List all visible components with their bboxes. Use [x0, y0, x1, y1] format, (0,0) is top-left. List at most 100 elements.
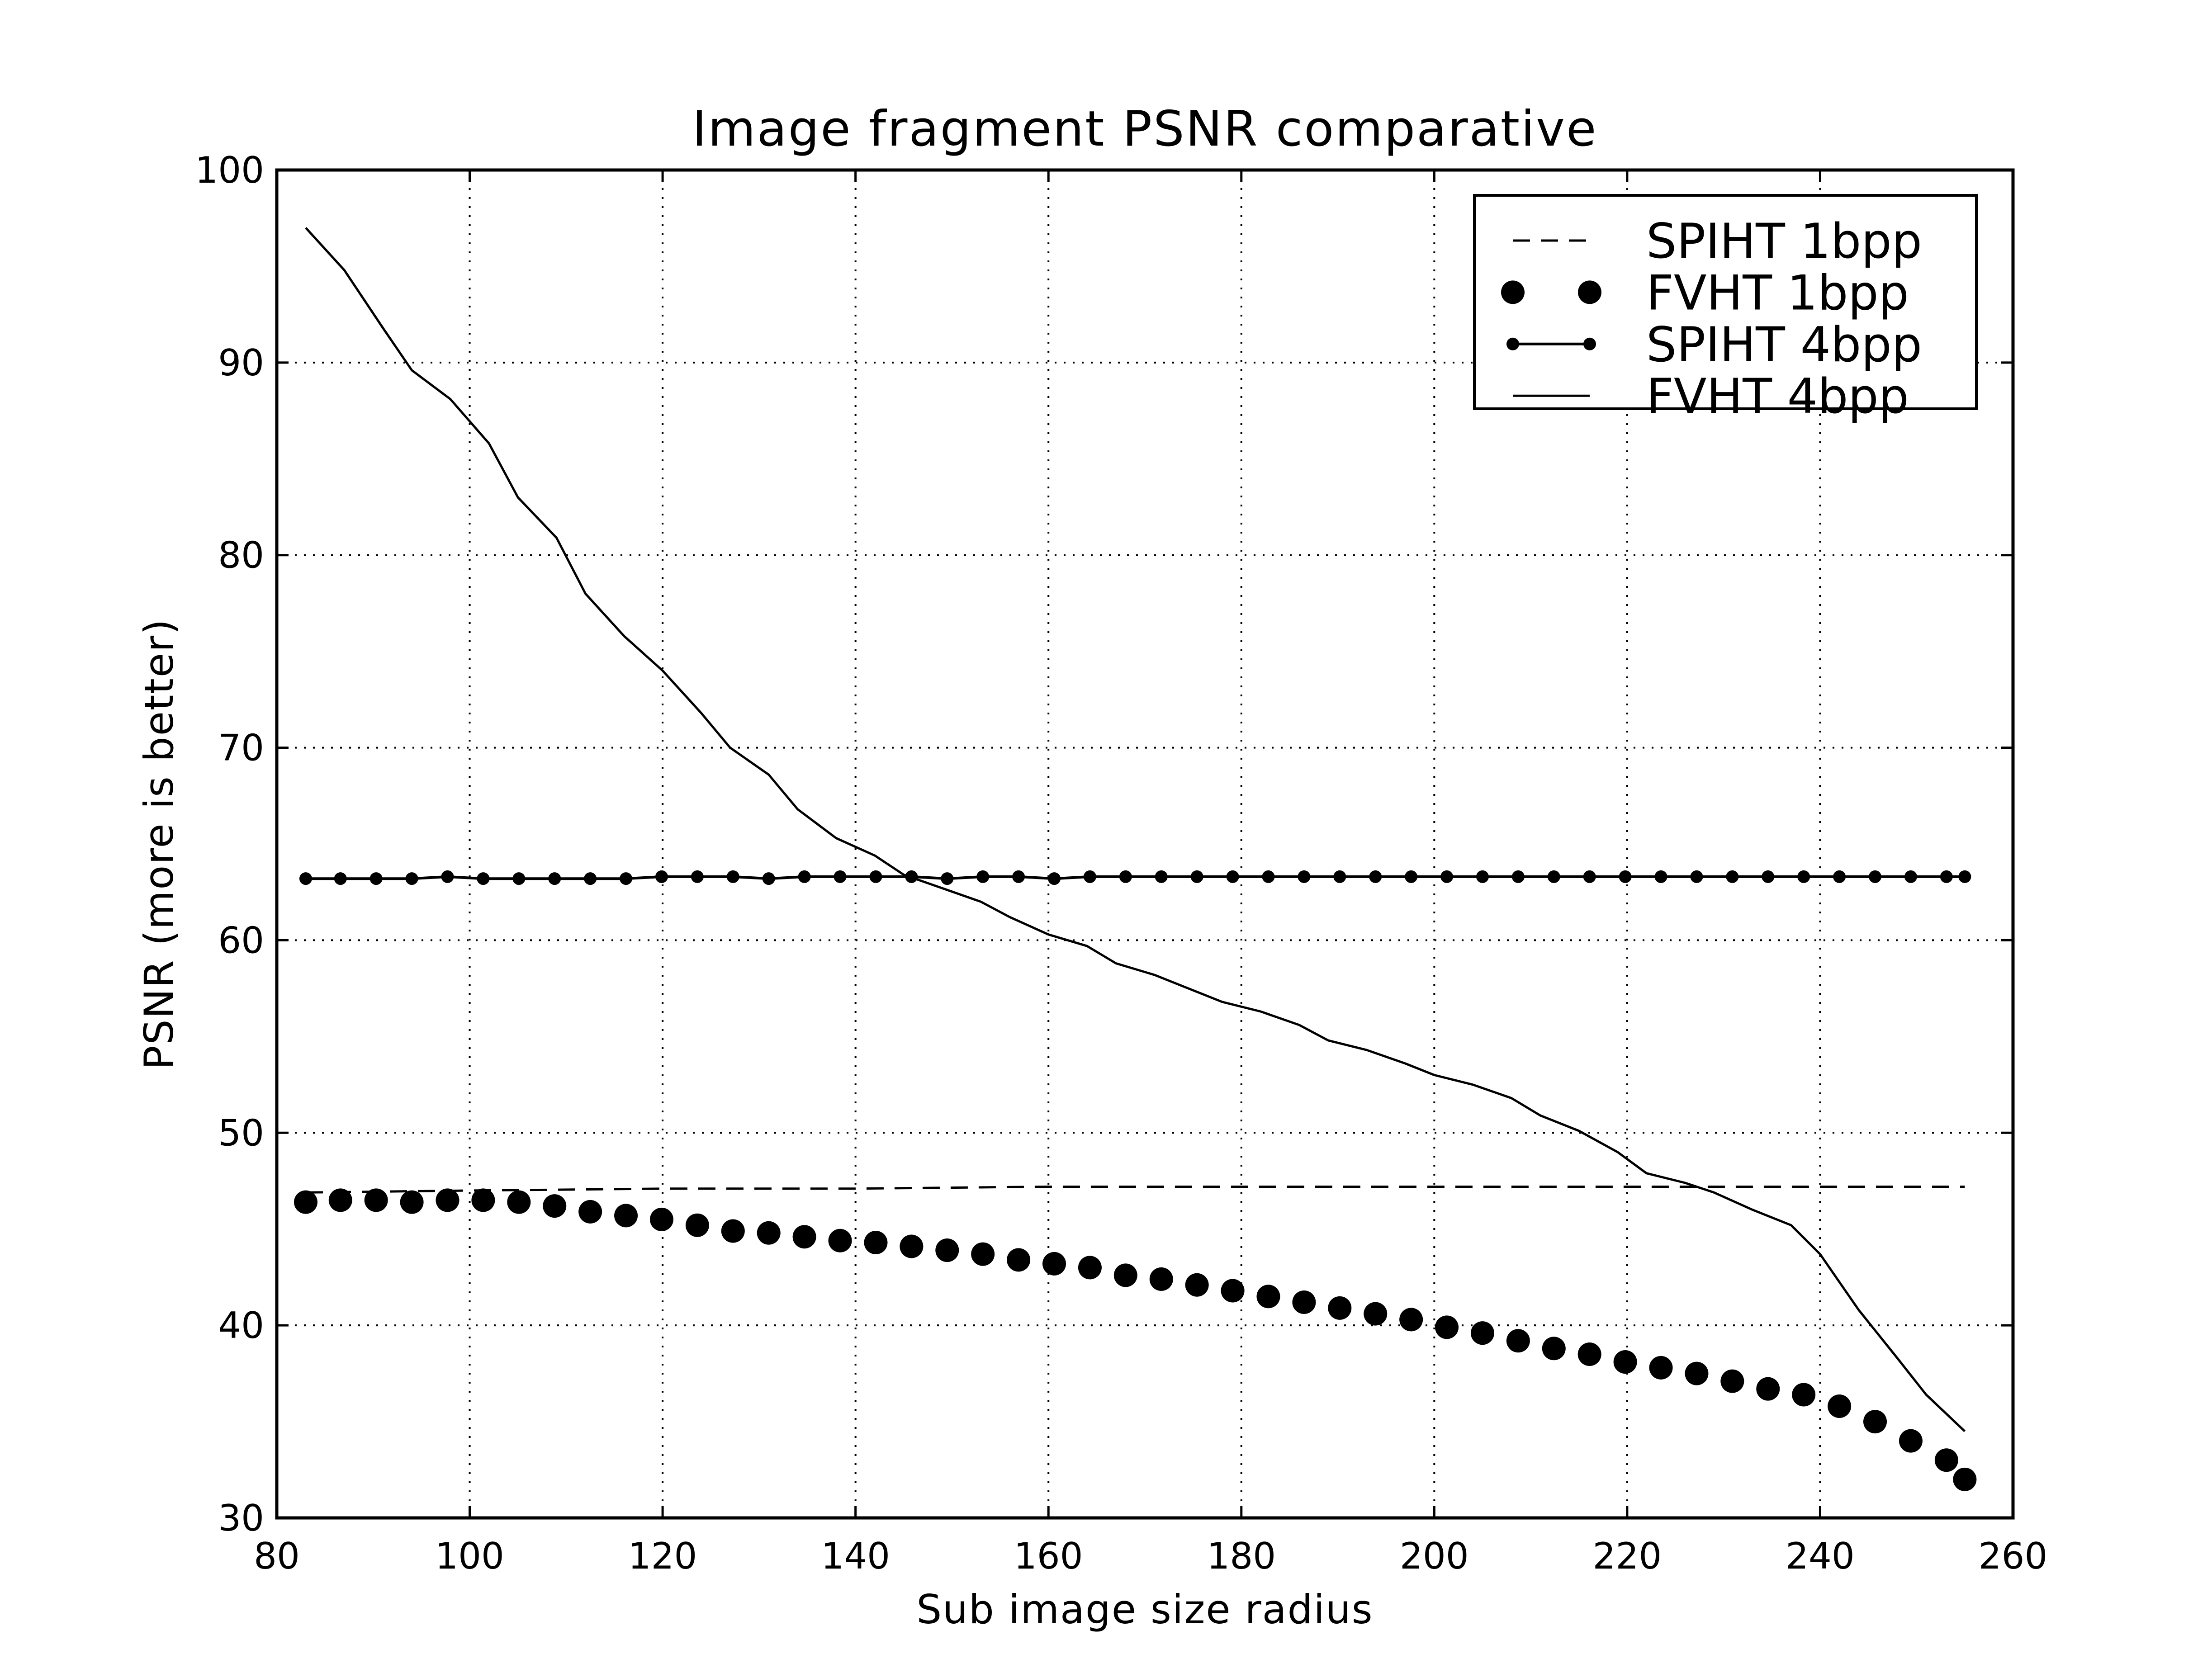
- data-point: [1440, 870, 1454, 883]
- data-point: [1953, 1467, 1977, 1491]
- y-tick-label: 60: [218, 919, 264, 961]
- data-point: [721, 1219, 745, 1243]
- data-point: [691, 870, 704, 883]
- data-point: [971, 1242, 995, 1266]
- data-point: [685, 1213, 709, 1237]
- data-point: [1863, 1410, 1887, 1434]
- data-point: [834, 870, 847, 883]
- data-point: [726, 870, 739, 883]
- data-point: [620, 872, 633, 885]
- data-point: [369, 872, 383, 885]
- axis-ticks: 80 100 120 140 160 180 200 220 240 260 30 40 50 60 70 8…: [195, 149, 2047, 1577]
- x-tick-label: 160: [1014, 1535, 1083, 1577]
- data-point: [477, 872, 490, 885]
- legend-label: SPIHT 4bpp: [1646, 317, 1922, 373]
- data-point: [976, 870, 990, 883]
- data-point: [1007, 1248, 1031, 1272]
- data-point: [1619, 870, 1632, 883]
- data-point: [1583, 870, 1596, 883]
- data-point: [792, 1225, 816, 1249]
- data-point: [578, 1200, 602, 1224]
- data-point: [1042, 1252, 1066, 1276]
- data-point: [1654, 870, 1667, 883]
- data-point: [1364, 1302, 1388, 1326]
- data-point: [1762, 870, 1775, 883]
- data-point: [512, 872, 526, 885]
- x-tick-label: 120: [628, 1535, 697, 1577]
- x-tick-label: 140: [821, 1535, 890, 1577]
- data-point: [614, 1204, 638, 1228]
- legend-entry-spiht-1bpp: SPIHT 1bpp: [1513, 213, 1922, 269]
- series-line-fvht-4bpp: [305, 227, 1966, 1432]
- data-point: [294, 1190, 317, 1214]
- plot-frame: [275, 168, 2015, 1520]
- data-point: [441, 870, 454, 883]
- series-fvht-1bpp: [294, 1188, 1977, 1491]
- data-point: [1720, 1369, 1744, 1393]
- data-point: [900, 1234, 924, 1258]
- data-point: [1149, 1267, 1173, 1291]
- data-point: [548, 872, 561, 885]
- legend-entry-fvht-1bpp: FVHT 1bpp: [1501, 265, 1909, 321]
- data-point: [1155, 870, 1168, 883]
- data-point: [1940, 870, 1953, 883]
- data-point: [1012, 870, 1025, 883]
- data-point: [941, 872, 954, 885]
- legend-marker: [1506, 337, 1519, 350]
- data-point: [328, 1188, 352, 1212]
- data-point: [1328, 1296, 1352, 1320]
- data-point: [1577, 1342, 1601, 1366]
- data-point: [1685, 1361, 1709, 1385]
- data-point: [507, 1190, 531, 1214]
- y-tick-label: 80: [218, 534, 264, 577]
- chart-title: Image fragment PSNR comparative: [692, 101, 1597, 157]
- series-spiht-1bpp: [305, 1186, 1965, 1194]
- legend-marker: [1501, 280, 1525, 304]
- data-point: [584, 872, 597, 885]
- data-point: [1399, 1308, 1423, 1332]
- x-tick-label: 260: [1979, 1535, 2048, 1577]
- data-point: [1797, 870, 1810, 883]
- legend-entry-spiht-4bpp: SPIHT 4bpp: [1506, 317, 1922, 373]
- data-point: [935, 1238, 959, 1262]
- data-point: [1899, 1429, 1923, 1453]
- data-point: [1190, 870, 1203, 883]
- data-point: [334, 872, 347, 885]
- data-point: [1256, 1285, 1280, 1309]
- data-point: [762, 872, 775, 885]
- data-point: [1690, 870, 1703, 883]
- series-fvht-4bpp: [305, 227, 1966, 1432]
- data-point: [1262, 870, 1275, 883]
- series-layer: [294, 227, 1977, 1491]
- y-axis-label: PSNR (more is better): [136, 618, 182, 1069]
- data-point: [1833, 870, 1846, 883]
- data-point: [828, 1229, 852, 1252]
- y-tick-label: 30: [218, 1497, 264, 1539]
- data-point: [1119, 870, 1132, 883]
- data-point: [1511, 870, 1525, 883]
- data-point: [869, 870, 882, 883]
- data-point: [1405, 870, 1418, 883]
- data-point: [649, 1207, 673, 1231]
- data-point: [1048, 872, 1061, 885]
- data-point: [436, 1188, 459, 1212]
- x-tick-label: 240: [1786, 1535, 1855, 1577]
- x-tick-label: 180: [1207, 1535, 1276, 1577]
- x-tick-label: 100: [435, 1535, 504, 1577]
- data-point: [1078, 1256, 1102, 1280]
- y-tick-label: 70: [218, 727, 264, 769]
- data-point: [1292, 1290, 1316, 1314]
- x-tick-label: 200: [1400, 1535, 1469, 1577]
- data-point: [757, 1221, 781, 1245]
- data-point: [1726, 870, 1739, 883]
- data-point: [1435, 1315, 1459, 1339]
- data-point: [1542, 1337, 1566, 1361]
- legend-marker: [1583, 337, 1596, 350]
- data-point: [1904, 870, 1917, 883]
- data-point: [1828, 1394, 1852, 1418]
- data-point: [543, 1194, 567, 1218]
- data-point: [798, 870, 811, 883]
- y-tick-label: 100: [195, 149, 264, 191]
